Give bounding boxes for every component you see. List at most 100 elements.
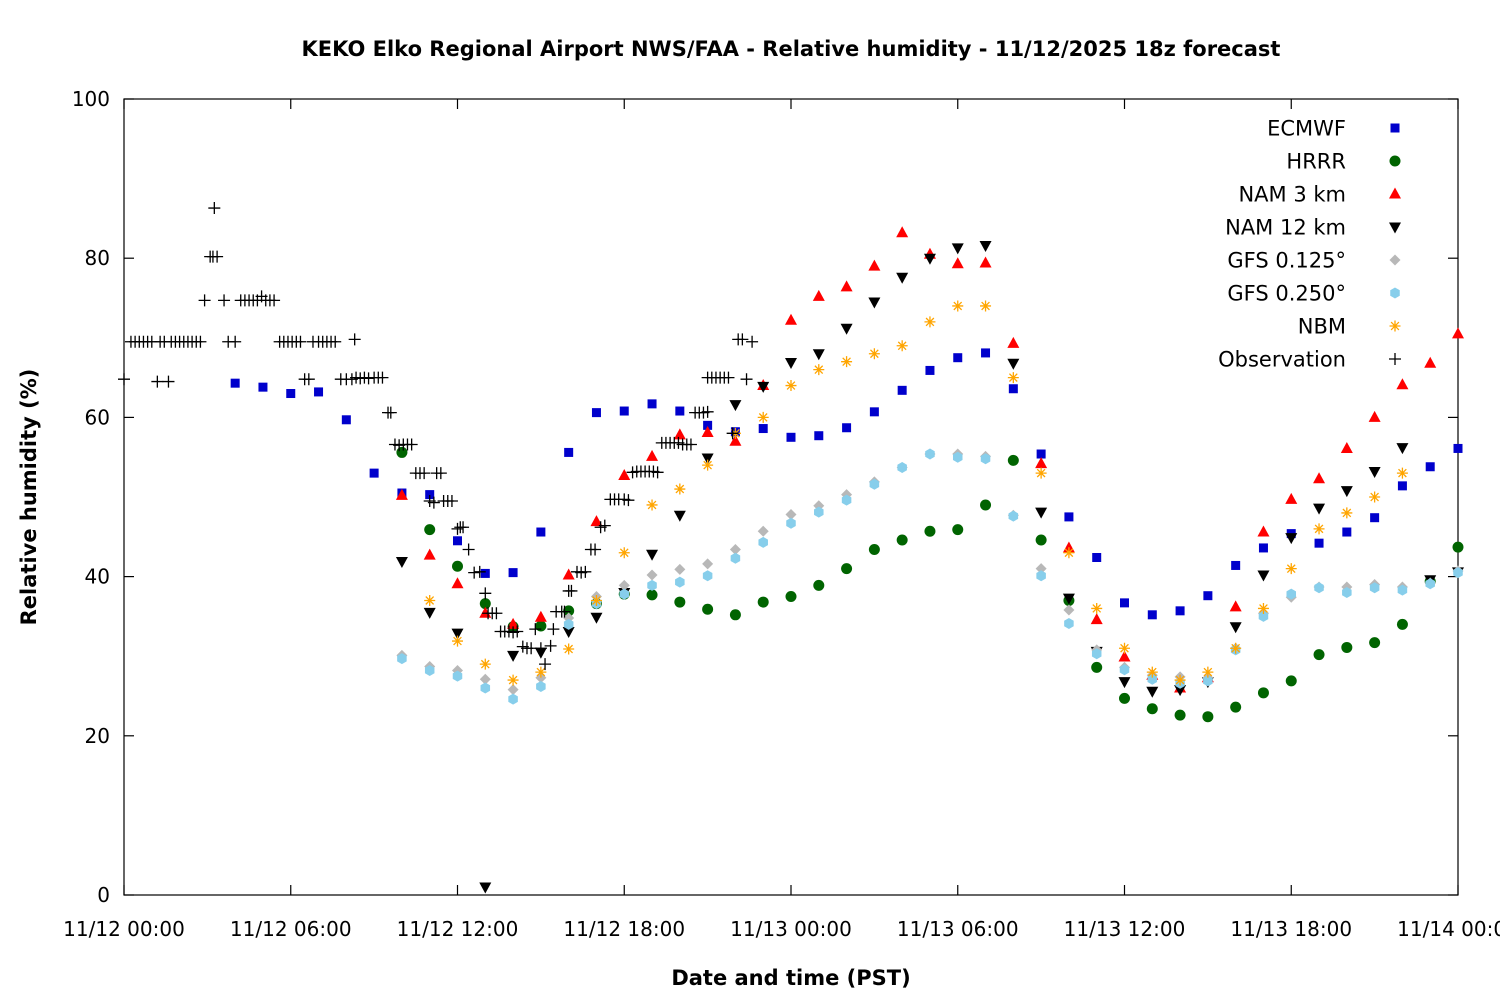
data-point-gfs-0-250 — [980, 453, 991, 465]
data-point-gfs-0-250 — [925, 448, 935, 460]
data-point-hrrr — [1146, 703, 1158, 715]
data-point-hrrr — [841, 563, 853, 575]
data-point-nbm — [1007, 372, 1019, 384]
data-point-ecmwf — [842, 423, 852, 433]
legend-label: GFS 0.125° — [1227, 249, 1346, 273]
data-point-hrrr — [563, 605, 575, 617]
data-point-ecmwf — [703, 420, 713, 430]
data-point-gfs-0-250 — [1147, 673, 1158, 685]
data-point-nbm — [452, 635, 463, 647]
data-point-nam-12-km — [812, 349, 825, 361]
data-point-gfs-0-250 — [1314, 582, 1324, 594]
data-point-gfs-0-250 — [814, 506, 824, 518]
data-point-nam-3-km — [1424, 356, 1437, 368]
y-tick-label: 100 — [72, 87, 110, 111]
data-point-ecmwf — [869, 407, 879, 417]
data-point-hrrr — [896, 534, 908, 546]
data-point-ecmwf — [508, 568, 518, 578]
data-point-observation — [622, 494, 635, 507]
legend-marker — [1389, 187, 1401, 199]
data-point-gfs-0-250 — [1425, 578, 1435, 590]
data-point-ecmwf — [341, 415, 351, 425]
data-point-hrrr — [1285, 675, 1297, 687]
data-point-observation — [529, 623, 542, 636]
data-point-ecmwf — [1397, 481, 1407, 491]
data-point-observation — [736, 333, 749, 346]
x-tick-label: 11/13 06:00 — [897, 917, 1019, 941]
data-point-observation — [229, 335, 242, 348]
data-point-gfs-0-250 — [1258, 610, 1269, 622]
data-point-nam-3-km — [1118, 650, 1131, 662]
data-point-ecmwf — [1370, 513, 1380, 523]
data-point-nbm — [757, 411, 769, 423]
data-point-nam-12-km — [1396, 443, 1409, 455]
data-point-ecmwf — [1120, 598, 1129, 608]
data-point-observation — [746, 335, 759, 348]
x-tick-label: 11/13 00:00 — [730, 917, 852, 941]
data-point-nam-3-km — [1007, 336, 1020, 348]
data-point-nam-12-km — [1229, 622, 1242, 634]
data-point-nam-12-km — [479, 882, 492, 894]
legend-label: ECMWF — [1267, 117, 1346, 141]
data-point-observation — [473, 565, 486, 578]
data-point-nam-12-km — [646, 549, 659, 561]
data-point-observation — [534, 642, 547, 655]
data-point-nam-12-km — [451, 628, 464, 640]
data-point-nam-12-km — [785, 357, 797, 369]
data-point-observation — [544, 639, 557, 652]
x-axis-label: Date and time (PST) — [671, 966, 910, 990]
data-point-hrrr — [1119, 692, 1130, 704]
data-point-gfs-0-250 — [1397, 584, 1408, 596]
data-point-hrrr — [924, 525, 936, 537]
data-point-nam-3-km — [507, 617, 520, 629]
data-point-nam-3-km — [840, 280, 853, 292]
data-point-hrrr — [1341, 641, 1353, 653]
data-point-gfs-0-250 — [1119, 664, 1130, 676]
data-point-nam-12-km — [1313, 503, 1326, 515]
data-point-nam-3-km — [1285, 492, 1298, 504]
data-point-nam-3-km — [395, 488, 408, 500]
data-point-hrrr — [785, 591, 797, 602]
data-point-nam-12-km — [1368, 467, 1381, 479]
data-point-ecmwf — [1147, 610, 1157, 620]
legend-label: NBM — [1298, 315, 1346, 339]
data-point-gfs-0-250 — [1453, 567, 1463, 579]
data-point-nbm — [1146, 666, 1158, 678]
data-point-nam-12-km — [1118, 677, 1131, 689]
data-point-observation — [701, 405, 714, 418]
data-point-hrrr — [868, 544, 880, 556]
data-point-gfs-0-250 — [1369, 582, 1380, 594]
data-point-nam-3-km — [1396, 378, 1409, 390]
data-point-ecmwf — [230, 378, 240, 388]
data-point-nam-3-km — [646, 449, 659, 461]
data-point-observation — [198, 294, 211, 307]
data-point-nbm — [590, 594, 602, 606]
data-point-ecmwf — [564, 447, 574, 457]
x-tick-label: 11/12 12:00 — [397, 917, 519, 941]
data-points — [118, 202, 1464, 894]
data-point-nbm — [1313, 523, 1325, 535]
data-point-hrrr — [646, 589, 658, 601]
data-point-ecmwf — [1231, 560, 1241, 570]
data-point-nbm — [1230, 642, 1242, 654]
y-tick-label: 40 — [85, 565, 110, 589]
axis-ticks: 11/12 00:00 11/12 06:00 11/12 12:00 11/12 1… — [63, 87, 1500, 941]
data-point-observation — [118, 373, 130, 386]
data-point-observation — [208, 202, 221, 215]
data-point-nbm — [952, 300, 964, 312]
data-point-observation — [434, 467, 447, 480]
data-point-gfs-0-250 — [869, 478, 880, 490]
data-point-nam-12-km — [1007, 358, 1020, 370]
data-point-gfs-0-250 — [675, 576, 685, 588]
data-point-observation — [547, 623, 560, 636]
data-point-nbm — [1257, 602, 1269, 614]
data-point-nam-12-km — [673, 510, 686, 522]
data-point-hrrr — [1313, 649, 1325, 661]
data-point-hrrr — [980, 499, 992, 511]
x-tick-label: 11/14 00:00 — [1397, 917, 1500, 941]
data-point-gfs-0-250 — [1064, 618, 1074, 630]
data-point-observation — [490, 607, 503, 620]
data-point-nam-3-km — [701, 426, 714, 438]
